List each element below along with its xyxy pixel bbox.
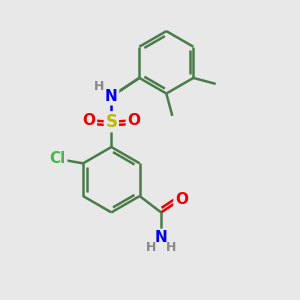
Text: O: O [82, 113, 96, 128]
Text: O: O [127, 113, 140, 128]
Text: Cl: Cl [50, 152, 66, 166]
Text: S: S [105, 113, 117, 131]
Text: N: N [155, 230, 167, 245]
Text: H: H [94, 80, 104, 94]
Text: O: O [175, 191, 188, 206]
Text: N: N [105, 89, 118, 104]
Text: H: H [166, 241, 177, 254]
Text: H: H [146, 241, 156, 254]
